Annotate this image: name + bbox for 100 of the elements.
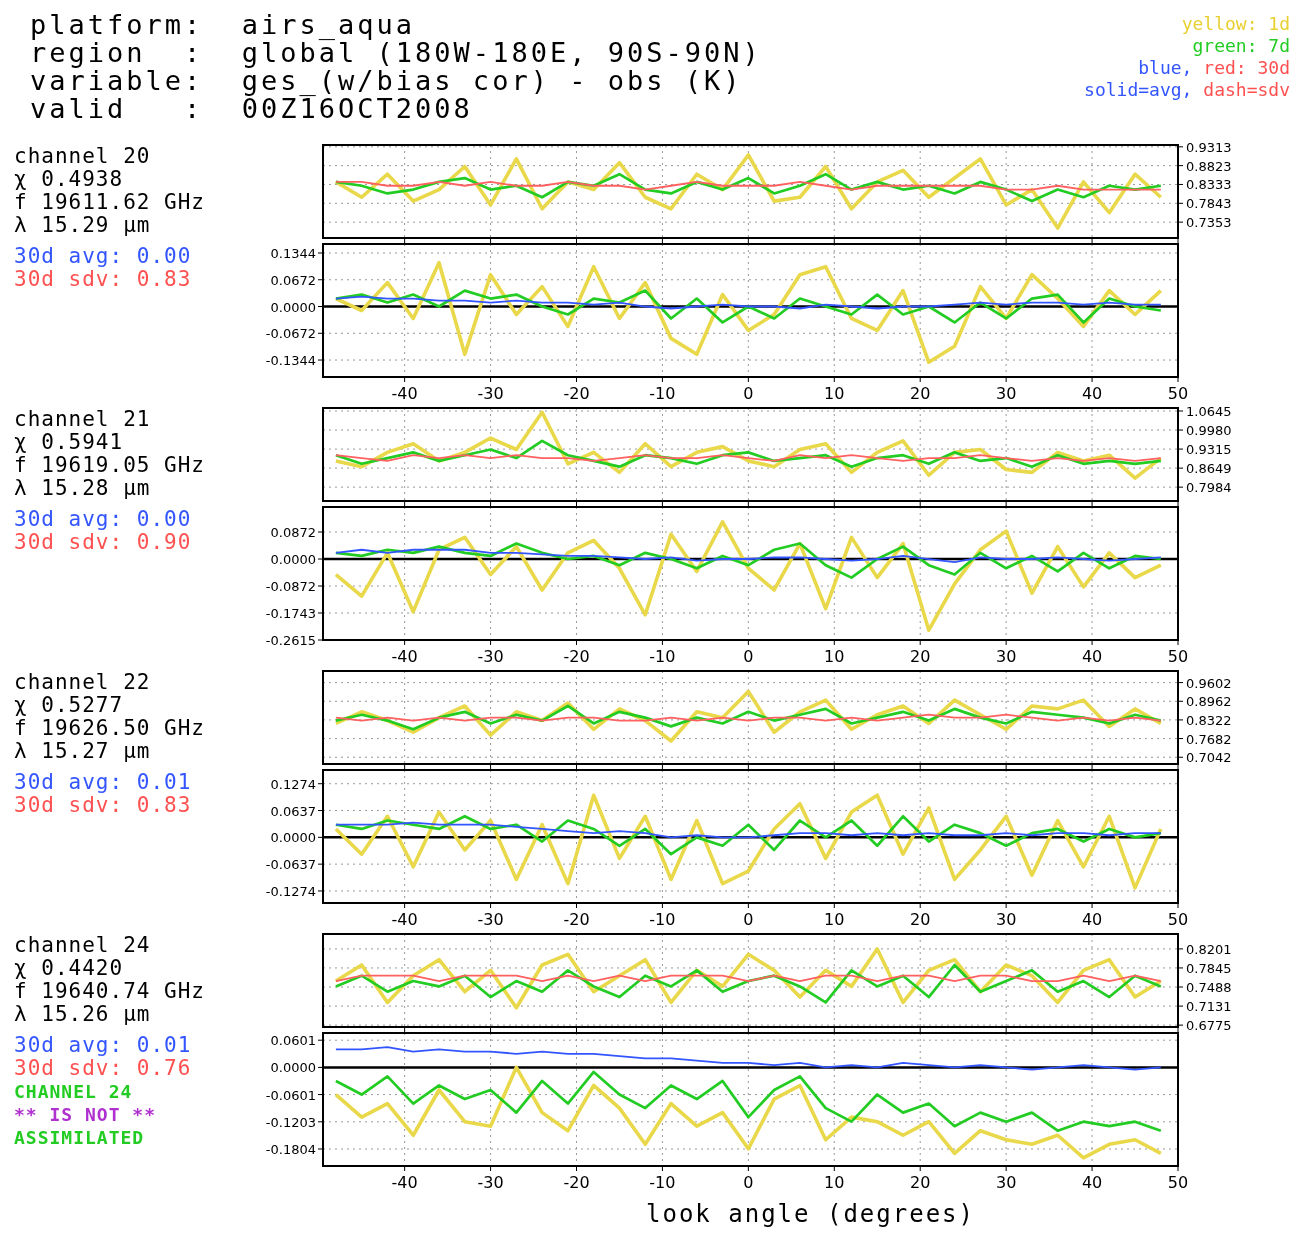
text: 30d avg: 0.00 [14, 507, 192, 531]
y-tick-label: 0.8322 [1186, 712, 1232, 728]
text: λ 15.28 μm [14, 476, 151, 500]
text: CHANNEL 24 [14, 1081, 133, 1102]
text: channel 21 [14, 407, 151, 431]
x-tick-label: 20 [910, 384, 931, 403]
x-tick-label: 30 [995, 910, 1017, 929]
y-tick-label: 0.7843 [1186, 196, 1232, 212]
x-tick-label: 50 [1167, 384, 1189, 403]
y-tick-label: -0.0637 [265, 857, 316, 873]
x-tick-label: 30 [995, 1173, 1017, 1192]
y-tick-label: 0.0872 [270, 525, 316, 541]
y-tick-label: 0.7984 [1186, 480, 1232, 496]
y-tick-label: 0.6775 [1186, 1018, 1232, 1034]
x-tick-label: -40 [391, 647, 418, 666]
text: 30d sdv: 0.83 [14, 267, 192, 291]
text: 30d avg: 0.01 [14, 1033, 192, 1057]
x-tick-label: 40 [1081, 647, 1103, 666]
y-tick-label: 0.7845 [1186, 960, 1232, 976]
y-tick-label: -0.1274 [265, 883, 316, 899]
y-tick-label: -0.2615 [265, 633, 316, 648]
y-tick-label: -0.1743 [265, 606, 316, 621]
x-tick-label: -10 [649, 647, 676, 666]
y-tick-label: 0.8962 [1186, 694, 1232, 710]
y-tick-label: -0.0601 [265, 1087, 316, 1103]
text: 30d sdv: 0.83 [14, 793, 192, 817]
text: 30d sdv: 0.90 [14, 530, 192, 554]
y-tick-label: -0.1804 [265, 1141, 316, 1157]
y-tick-label: 0.9980 [1186, 423, 1232, 439]
x-axis-title: look angle (degrees) [646, 1200, 975, 1228]
y-tick-label: 0.7042 [1186, 750, 1232, 766]
x-tick-label: -20 [563, 1173, 590, 1192]
x-tick-label: 20 [910, 910, 931, 929]
x-tick-label: -30 [477, 1173, 504, 1192]
y-tick-label: 0.0000 [270, 299, 316, 315]
line-series [334, 295, 1162, 310]
line-series [334, 963, 1163, 1004]
y-tick-label: 0.0000 [270, 1060, 316, 1076]
text: ASSIMILATED [14, 1127, 145, 1148]
y-tick-label: 0.0000 [270, 830, 316, 846]
y-tick-label: 0.7131 [1186, 999, 1232, 1015]
x-tick-label: -10 [649, 1173, 676, 1192]
x-tick-label: 0 [743, 647, 754, 666]
x-tick-label: 10 [824, 384, 845, 403]
text: λ 15.26 μm [14, 1002, 151, 1026]
line-series [334, 1070, 1163, 1133]
x-tick-label: 0 [743, 1173, 754, 1192]
y-tick-label: 0.8333 [1186, 177, 1232, 193]
x-tick-label: 10 [824, 910, 845, 929]
y-tick-label: 0.1344 [270, 246, 316, 261]
y-tick-label: 0.1274 [270, 776, 316, 792]
y-tick-label: 0.9315 [1186, 442, 1232, 458]
x-tick-label: 0 [743, 384, 754, 403]
text: channel 24 [14, 933, 151, 957]
text: χ 0.4938 [14, 167, 124, 191]
y-tick-label: 0.7682 [1186, 731, 1232, 747]
y-tick-label: 0.0672 [270, 272, 316, 288]
y-tick-label: -0.0872 [265, 579, 316, 595]
y-tick-label: 0.7488 [1186, 980, 1232, 996]
text: λ 15.27 μm [14, 739, 151, 763]
text: f 19626.50 GHz [14, 716, 206, 740]
text: 30d avg: 0.00 [14, 244, 192, 268]
text: λ 15.29 μm [14, 213, 151, 237]
text: f 19611.62 GHz [14, 190, 206, 214]
x-tick-label: -10 [649, 910, 676, 929]
text: green: 7d [1192, 35, 1290, 56]
x-tick-label: -30 [477, 647, 504, 666]
x-tick-label: -30 [477, 910, 504, 929]
text: 30d sdv: 0.76 [14, 1056, 192, 1080]
text: channel 20 [14, 144, 151, 168]
y-tick-label: 1.0645 [1186, 404, 1232, 419]
x-tick-label: 50 [1167, 647, 1189, 666]
text: χ 0.4420 [14, 956, 124, 980]
x-tick-label: -20 [563, 647, 590, 666]
y-tick-label: -0.0672 [265, 326, 316, 342]
text: f 19619.05 GHz [14, 453, 206, 477]
line-series [334, 289, 1163, 324]
x-tick-label: 20 [910, 1173, 931, 1192]
x-tick-label: 10 [824, 647, 845, 666]
x-tick-label: -20 [563, 384, 590, 403]
x-tick-label: -30 [477, 384, 504, 403]
x-tick-label: 10 [824, 1173, 845, 1192]
line-series [334, 793, 1163, 890]
x-tick-label: -10 [649, 384, 676, 403]
y-tick-label: -0.1203 [265, 1114, 316, 1130]
text: 30d avg: 0.01 [14, 770, 192, 794]
x-tick-label: 50 [1167, 1173, 1189, 1192]
x-tick-label: 40 [1081, 1173, 1103, 1192]
y-tick-label: 0.9313 [1186, 139, 1232, 155]
x-tick-label: -40 [391, 384, 418, 403]
x-tick-label: -40 [391, 1173, 418, 1192]
line-series [334, 1065, 1163, 1160]
y-tick-label: 0.7353 [1186, 215, 1232, 231]
text: χ 0.5941 [14, 430, 124, 454]
text: platform: airs_aqua [30, 9, 416, 41]
line-series [334, 548, 1162, 564]
y-tick-label: 0.0000 [270, 552, 316, 568]
x-tick-label: 50 [1167, 910, 1189, 929]
x-tick-label: 40 [1081, 910, 1103, 929]
x-tick-label: 20 [910, 647, 931, 666]
